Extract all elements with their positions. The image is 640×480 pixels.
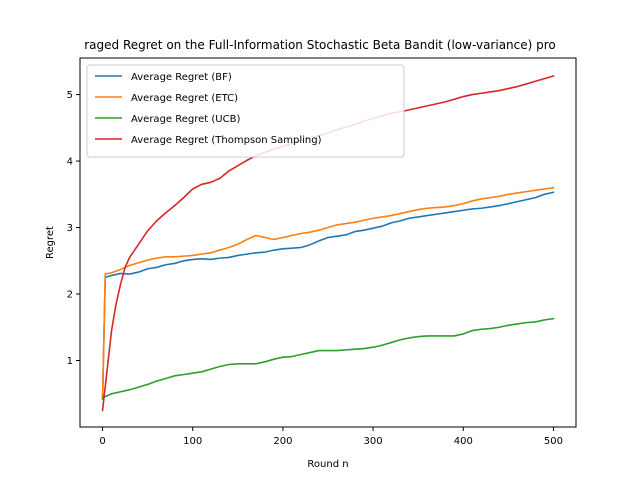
y-tick-label-3: 4 xyxy=(67,157,73,168)
axes-frame xyxy=(79,57,577,428)
legend-label-2: Average Regret (UCB) xyxy=(131,114,240,125)
x-tick-label-3: 300 xyxy=(364,436,383,447)
legend-box xyxy=(86,64,405,158)
y-axis-label: Regret xyxy=(45,226,56,259)
x-tick-label-4: 400 xyxy=(454,436,473,447)
y-tick-label-0: 1 xyxy=(67,356,73,367)
x-tick-label-1: 100 xyxy=(183,436,202,447)
x-tick-label-5: 500 xyxy=(544,436,563,447)
legend: Average Regret (BF) Average Regret (ETC) A… xyxy=(86,64,405,158)
series-line-2 xyxy=(101,317,555,399)
x-tick-label-0: 0 xyxy=(99,436,105,447)
y-tick-label-2: 3 xyxy=(67,223,73,234)
x-axis-label: Round n xyxy=(307,459,348,470)
axis-ticks: 0 100 200 300 400 500 1 2 3 4 5 xyxy=(67,90,563,447)
series-line-0 xyxy=(101,191,555,400)
y-tick-label-4: 5 xyxy=(67,90,73,101)
legend-label-0: Average Regret (BF) xyxy=(131,72,232,83)
y-tick-label-1: 2 xyxy=(67,290,73,301)
x-tick-label-2: 200 xyxy=(273,436,292,447)
chart-title: raged Regret on the Full-Information Sto… xyxy=(84,38,556,52)
legend-label-1: Average Regret (ETC) xyxy=(131,93,238,104)
legend-label-3: Average Regret (Thompson Sampling) xyxy=(131,135,322,146)
series-line-1 xyxy=(101,186,555,400)
